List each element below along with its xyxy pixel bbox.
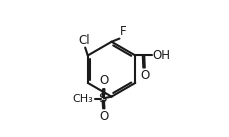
Text: Cl: Cl — [79, 34, 90, 46]
Text: O: O — [99, 74, 108, 87]
Text: CH₃: CH₃ — [72, 94, 93, 104]
Text: S: S — [98, 92, 106, 105]
Text: F: F — [120, 25, 126, 38]
Text: OH: OH — [152, 49, 170, 62]
Text: O: O — [139, 69, 149, 82]
Text: O: O — [99, 110, 108, 123]
